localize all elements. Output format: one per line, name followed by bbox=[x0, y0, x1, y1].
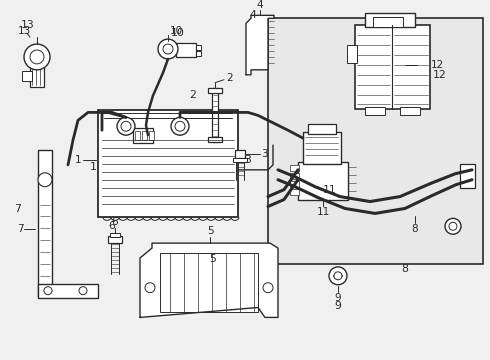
Bar bbox=[133, 128, 153, 143]
Circle shape bbox=[445, 219, 461, 234]
Text: 10: 10 bbox=[171, 28, 185, 38]
Bar bbox=[290, 189, 299, 195]
Bar bbox=[365, 107, 385, 115]
Text: 5: 5 bbox=[210, 254, 217, 264]
Bar bbox=[22, 71, 32, 81]
Circle shape bbox=[171, 117, 189, 135]
Circle shape bbox=[121, 121, 131, 131]
Text: 4: 4 bbox=[249, 10, 256, 21]
Text: 10: 10 bbox=[170, 26, 183, 36]
Circle shape bbox=[263, 283, 273, 293]
Text: 8: 8 bbox=[402, 264, 409, 274]
Circle shape bbox=[449, 222, 457, 230]
Bar bbox=[308, 124, 336, 134]
Circle shape bbox=[44, 287, 52, 294]
Circle shape bbox=[158, 39, 178, 59]
Bar bbox=[400, 107, 420, 115]
Text: 7: 7 bbox=[15, 204, 22, 215]
Circle shape bbox=[30, 50, 44, 64]
Text: 9: 9 bbox=[335, 293, 342, 303]
Circle shape bbox=[329, 267, 347, 285]
Bar bbox=[30, 67, 44, 87]
Bar bbox=[160, 253, 258, 312]
Polygon shape bbox=[140, 243, 278, 318]
Bar bbox=[347, 45, 357, 63]
Text: 13: 13 bbox=[21, 20, 35, 30]
Bar bbox=[212, 87, 218, 142]
Text: 3: 3 bbox=[261, 149, 268, 159]
Text: 4: 4 bbox=[257, 0, 263, 10]
Bar bbox=[38, 150, 52, 297]
Bar bbox=[298, 162, 348, 199]
Text: 13: 13 bbox=[17, 26, 30, 36]
Bar bbox=[135, 131, 140, 140]
Bar bbox=[303, 132, 341, 164]
Circle shape bbox=[117, 117, 135, 135]
Bar bbox=[290, 165, 299, 171]
Text: 8: 8 bbox=[412, 224, 418, 234]
Circle shape bbox=[163, 44, 173, 54]
Text: 11: 11 bbox=[317, 207, 330, 217]
Bar bbox=[373, 17, 403, 27]
Circle shape bbox=[334, 272, 342, 280]
Text: 1: 1 bbox=[74, 155, 81, 165]
Bar bbox=[208, 137, 222, 142]
Bar bbox=[460, 164, 475, 188]
Bar bbox=[176, 43, 196, 57]
Bar bbox=[290, 181, 299, 187]
Bar bbox=[290, 173, 299, 179]
Text: 1: 1 bbox=[90, 162, 97, 172]
Bar bbox=[196, 45, 201, 50]
Bar bbox=[365, 13, 415, 27]
Bar bbox=[196, 51, 201, 56]
Polygon shape bbox=[246, 15, 274, 75]
Text: 11: 11 bbox=[323, 185, 337, 195]
Bar bbox=[98, 111, 238, 217]
Bar bbox=[38, 284, 98, 298]
Text: 6: 6 bbox=[109, 221, 116, 231]
Bar bbox=[142, 131, 147, 140]
Text: 6: 6 bbox=[112, 217, 118, 227]
Bar bbox=[233, 158, 247, 162]
Text: 2: 2 bbox=[190, 90, 196, 100]
Text: 9: 9 bbox=[335, 301, 342, 311]
Text: 2: 2 bbox=[227, 73, 233, 83]
Bar bbox=[208, 87, 222, 93]
Circle shape bbox=[175, 121, 185, 131]
Circle shape bbox=[38, 173, 52, 187]
Text: 3: 3 bbox=[245, 155, 251, 165]
Circle shape bbox=[24, 44, 50, 70]
Circle shape bbox=[79, 287, 87, 294]
Text: 5: 5 bbox=[207, 226, 213, 236]
Bar bbox=[355, 25, 430, 109]
Bar bbox=[149, 131, 154, 140]
Text: 12: 12 bbox=[433, 70, 447, 80]
Bar bbox=[108, 236, 122, 243]
Text: 7: 7 bbox=[17, 224, 24, 234]
Text: 12: 12 bbox=[430, 60, 443, 70]
Bar bbox=[268, 18, 483, 264]
Bar bbox=[110, 233, 120, 237]
Bar bbox=[235, 150, 245, 158]
Circle shape bbox=[145, 283, 155, 293]
